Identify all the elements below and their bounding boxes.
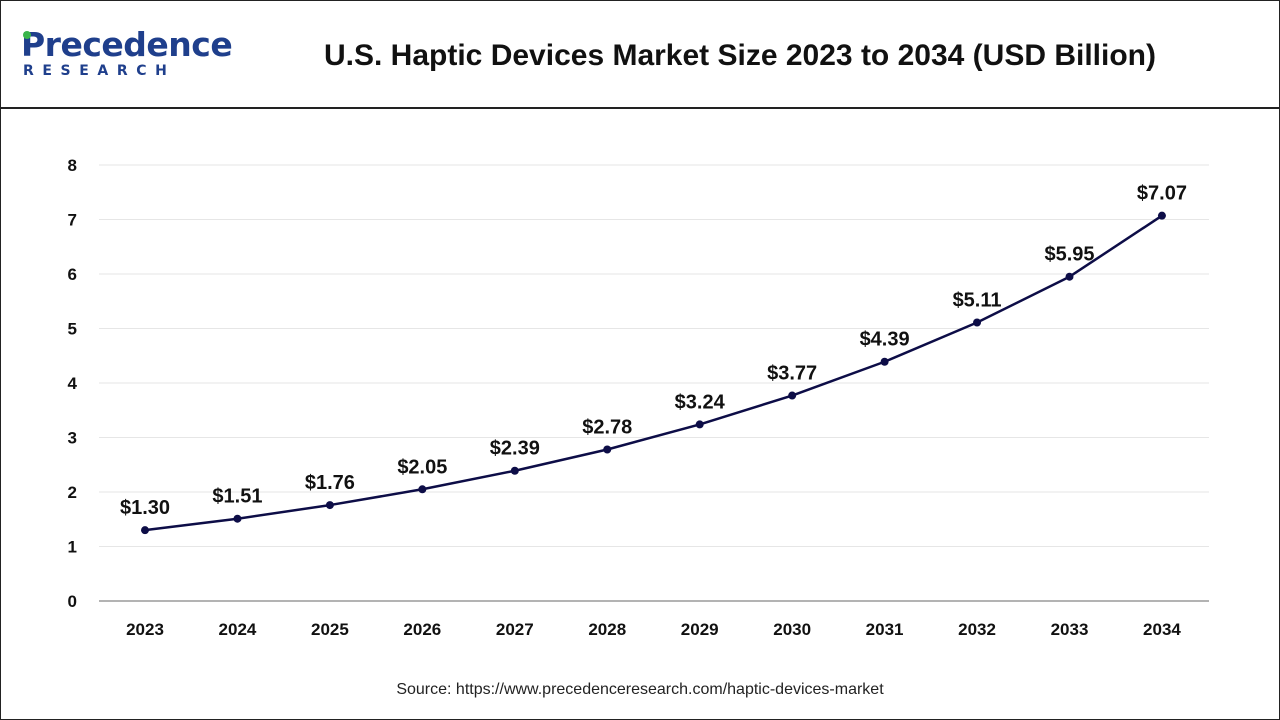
x-tick-label: 2025 — [311, 620, 349, 639]
x-tick-label: 2031 — [866, 620, 904, 639]
x-tick-label: 2026 — [403, 620, 441, 639]
brand-logo: Precedence RESEARCH — [21, 27, 233, 87]
data-point — [695, 420, 704, 429]
series-line — [144, 214, 1163, 532]
header: Precedence RESEARCH U.S. Haptic Devices … — [1, 1, 1279, 109]
brand-dot-icon — [23, 31, 31, 39]
x-tick-label: 2029 — [681, 620, 719, 639]
x-tick-label: 2030 — [773, 620, 811, 639]
y-tick-label: 3 — [68, 429, 77, 448]
y-tick-label: 8 — [68, 156, 77, 175]
data-point — [973, 318, 982, 327]
data-label: $1.30 — [120, 497, 170, 519]
y-tick-label: 7 — [68, 211, 77, 230]
data-label: $1.51 — [212, 486, 262, 508]
brand-name-bottom: RESEARCH — [23, 63, 176, 79]
data-point — [325, 501, 334, 510]
page-title: U.S. Haptic Devices Market Size 2023 to … — [324, 39, 1156, 72]
data-label: $4.39 — [860, 329, 910, 351]
data-point — [788, 391, 797, 400]
data-label: $2.05 — [397, 456, 447, 478]
data-point — [603, 445, 612, 454]
data-point — [418, 485, 427, 494]
data-point — [1065, 272, 1074, 281]
x-tick-label: 2027 — [496, 620, 534, 639]
data-label: $1.76 — [305, 472, 355, 494]
x-tick-label: 2028 — [588, 620, 626, 639]
data-label: $5.11 — [953, 290, 1002, 312]
data-label: $7.07 — [1137, 183, 1187, 205]
data-point — [233, 514, 242, 523]
data-label: $2.39 — [490, 438, 540, 460]
data-point — [141, 526, 149, 535]
brand-name-top: Precedence — [21, 25, 233, 64]
x-tick-label: 2034 — [1143, 620, 1181, 639]
x-tick-label: 2032 — [958, 620, 996, 639]
line-chart: 0 1 2 3 4 5 6 7 8 2023 2024 2025 2026 2027 2028 2029 203… — [68, 156, 1209, 639]
y-tick-label: 1 — [68, 538, 77, 557]
y-tick-label: 5 — [68, 320, 77, 339]
source-note: Source: https://www.precedenceresearch.c… — [396, 681, 884, 698]
x-tick-label: 2023 — [126, 620, 164, 639]
y-tick-label: 6 — [68, 265, 77, 284]
data-point — [1157, 211, 1166, 220]
y-tick-label: 4 — [68, 374, 78, 393]
data-point — [510, 466, 519, 475]
data-label: $5.95 — [1044, 244, 1094, 266]
data-label: $2.78 — [582, 416, 632, 438]
y-tick-label: 0 — [68, 592, 77, 611]
x-tick-label: 2024 — [219, 620, 257, 639]
y-tick-label: 2 — [68, 483, 77, 502]
x-tick-label: 2033 — [1051, 620, 1089, 639]
data-label: $3.24 — [675, 391, 726, 413]
data-label: $3.77 — [767, 363, 817, 385]
data-point — [880, 357, 889, 366]
